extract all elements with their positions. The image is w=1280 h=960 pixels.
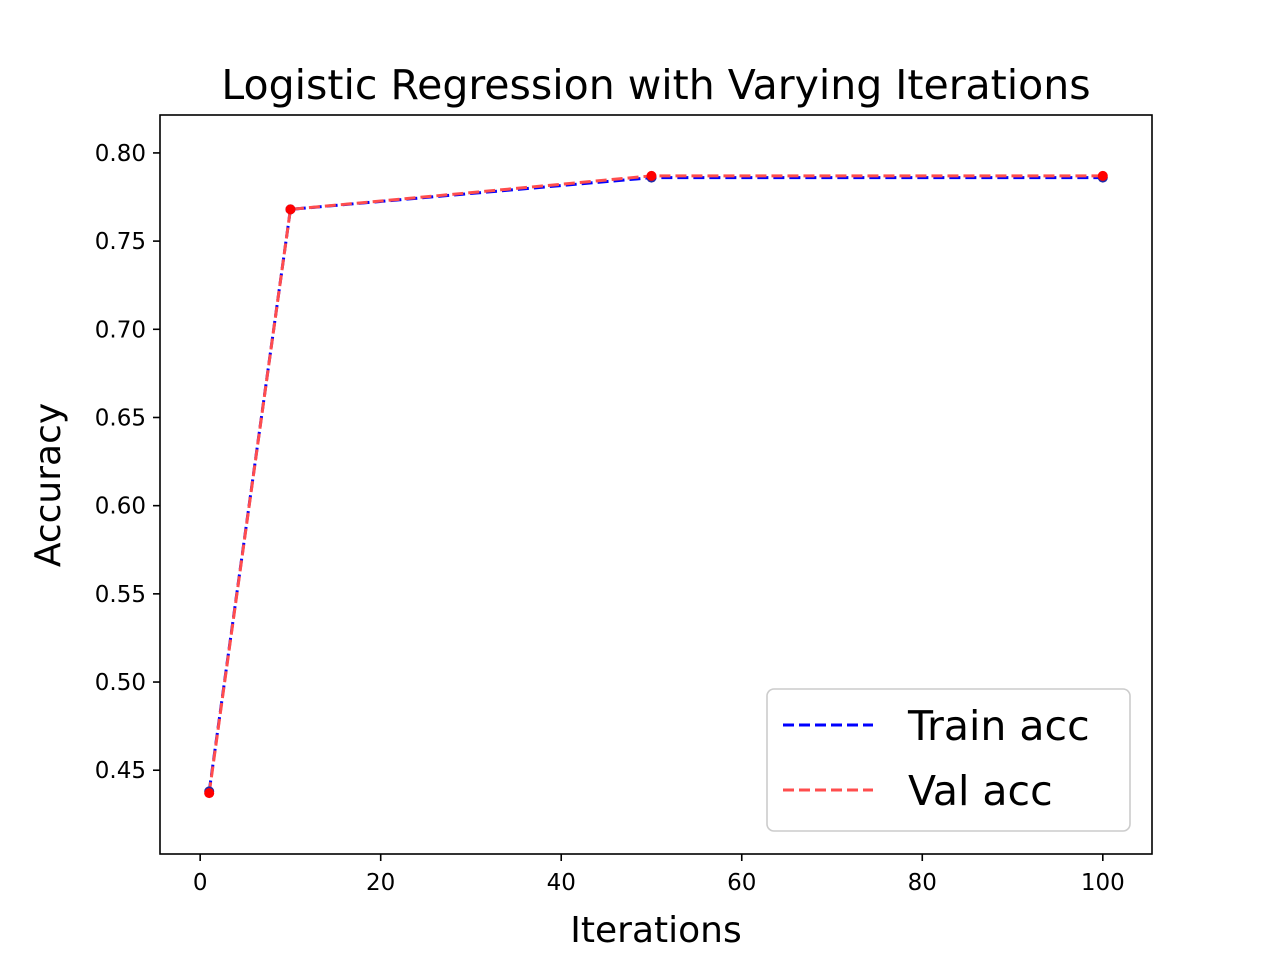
y-tick-label: 0.50 [95, 670, 146, 696]
chart-title: Logistic Regression with Varying Iterati… [221, 61, 1090, 109]
x-tick-label: 60 [727, 870, 756, 896]
y-tick-label: 0.75 [95, 229, 146, 255]
data-point-val-acc [1097, 170, 1108, 181]
legend: Train acc Val acc [766, 688, 1131, 832]
marker-layer [204, 170, 1108, 799]
legend-label-val-acc: Val acc [908, 767, 1053, 815]
data-point-val-acc [646, 170, 657, 181]
x-axis-ticks: 0 20 40 60 80 100 [193, 854, 1125, 896]
legend-label-train-acc: Train acc [907, 702, 1090, 750]
x-tick-label: 80 [908, 870, 937, 896]
y-tick-label: 0.55 [95, 582, 146, 608]
y-tick-label: 0.45 [95, 758, 146, 784]
x-tick-label: 40 [547, 870, 576, 896]
x-tick-label: 100 [1081, 870, 1125, 896]
series-layer [207, 174, 1103, 794]
y-axis-ticks: 0.45 0.50 0.55 0.60 0.65 0.70 0.75 0.80 [95, 141, 160, 784]
y-tick-label: 0.70 [95, 317, 146, 343]
data-point-val-acc [285, 204, 296, 215]
data-point-val-acc [204, 788, 215, 799]
plot-frame [159, 114, 1153, 855]
x-tick-label: 20 [366, 870, 395, 896]
x-axis-label: Iterations [570, 910, 741, 951]
series-line-val-acc [207, 174, 1103, 794]
y-tick-label: 0.60 [95, 494, 146, 520]
y-tick-label: 0.65 [95, 405, 146, 431]
x-tick-label: 0 [193, 870, 208, 896]
y-tick-label: 0.80 [95, 141, 146, 167]
y-axis-label: Accuracy [28, 403, 69, 567]
